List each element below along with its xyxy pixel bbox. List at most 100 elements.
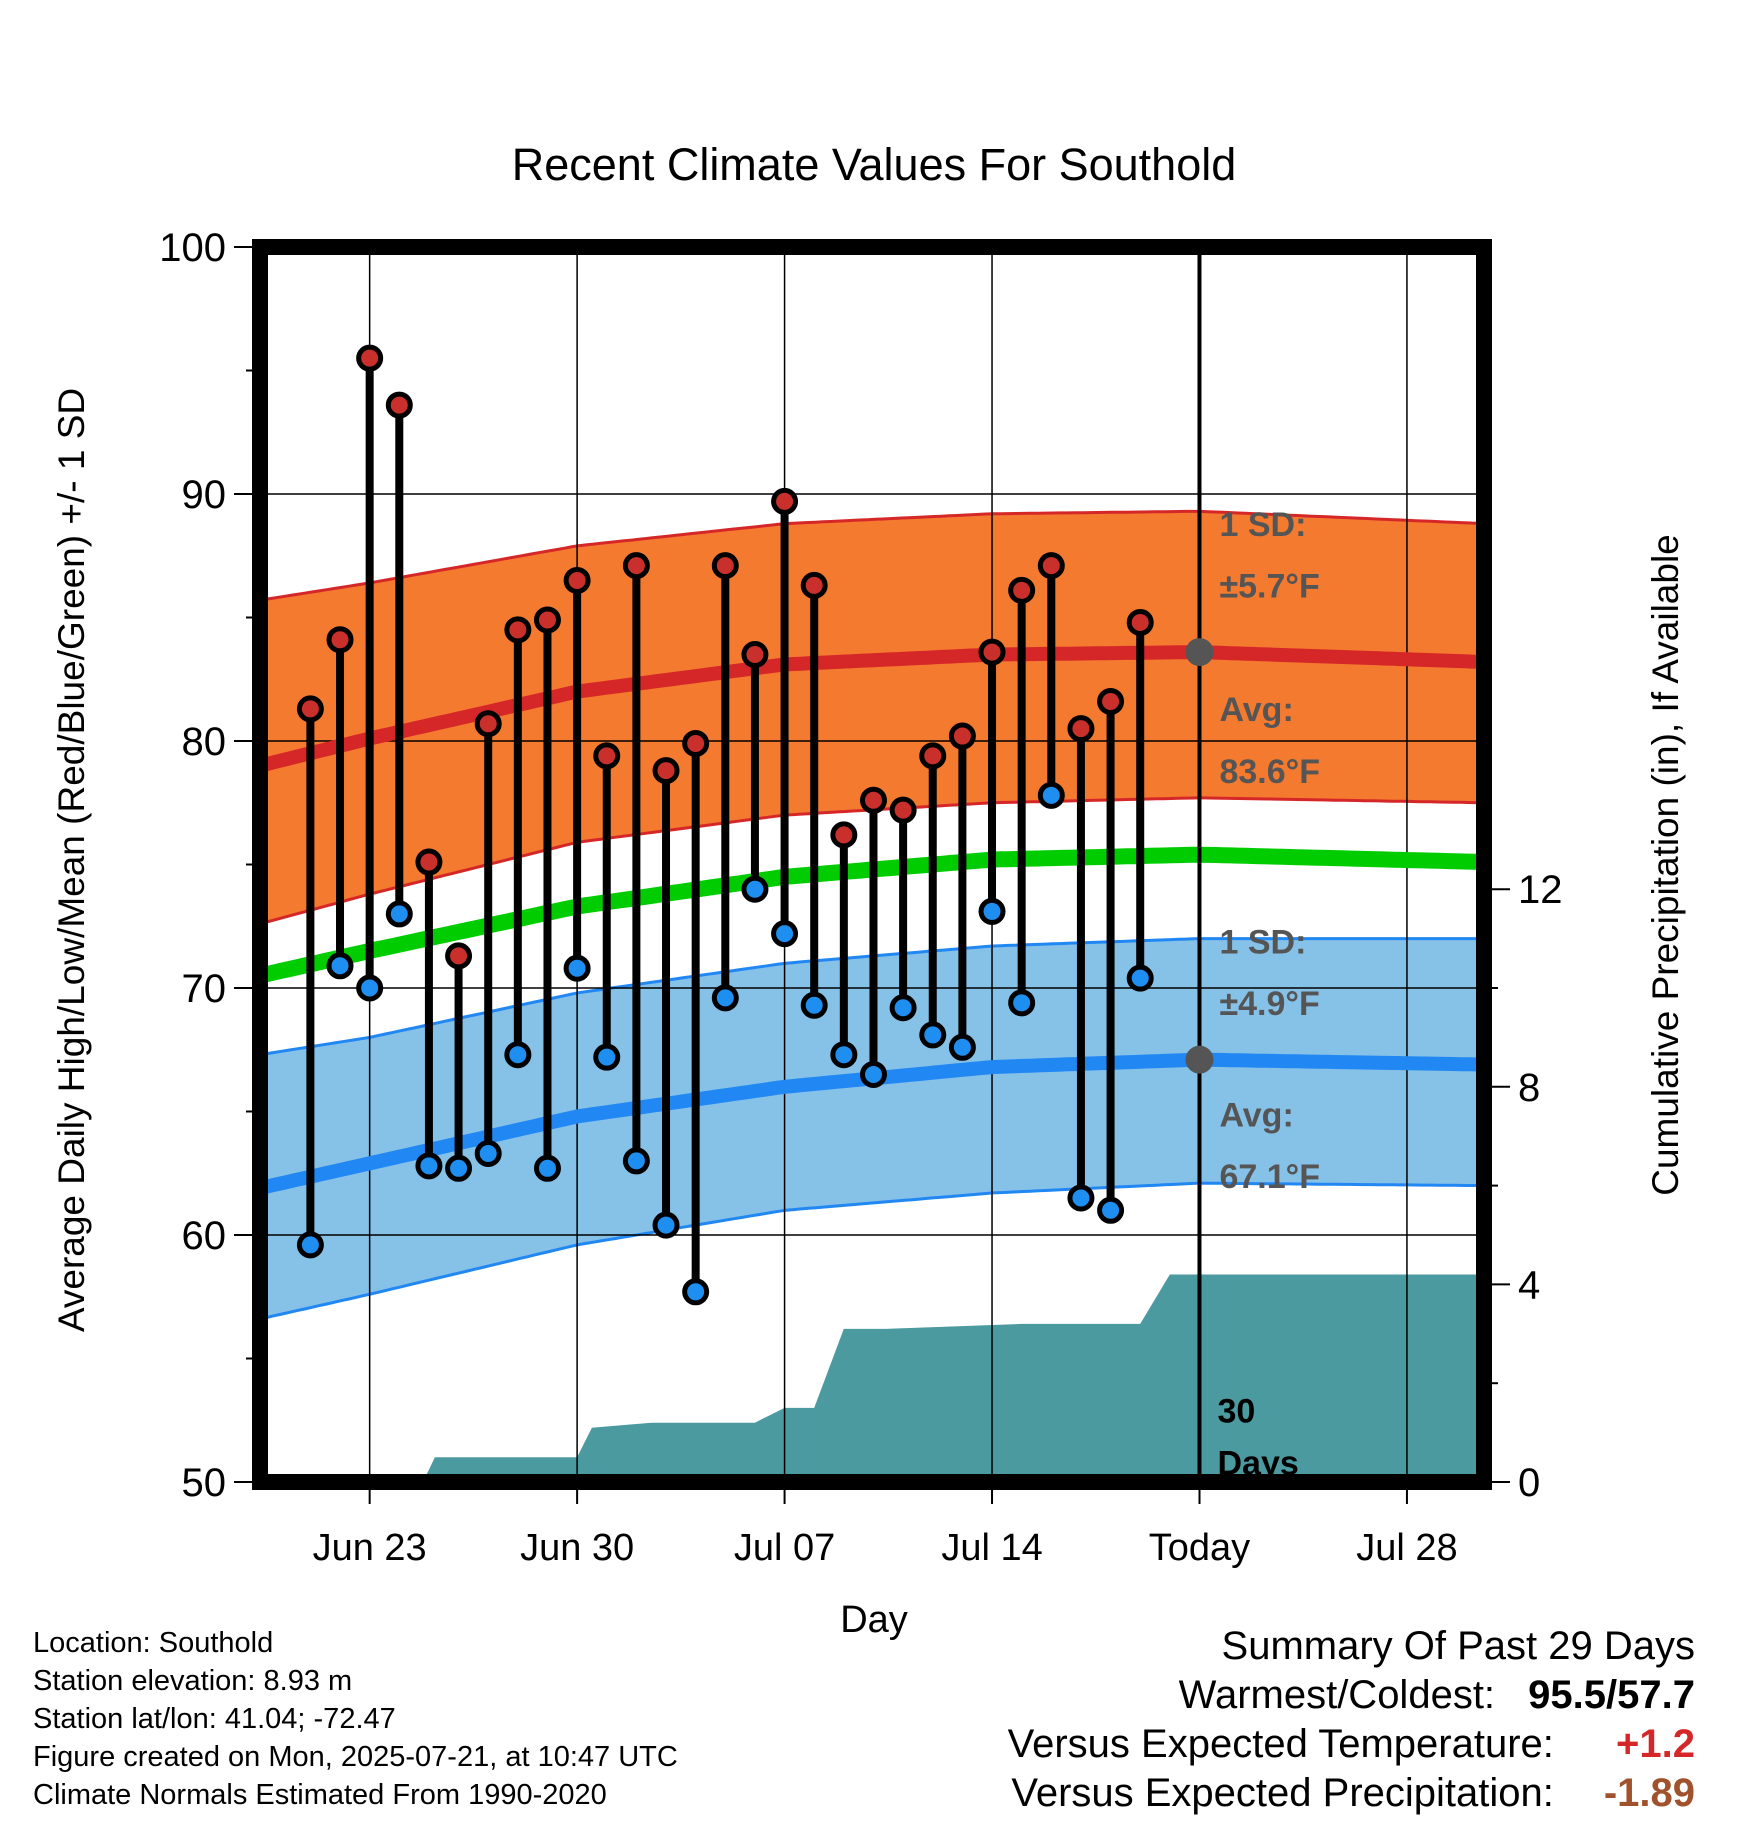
today-window-label: 30 [1217, 1393, 1255, 1431]
warm-cold-label: Warmest/Coldest: [1178, 1673, 1496, 1717]
location-text: Location: Southold [33, 1627, 274, 1659]
daily-high-point [296, 695, 324, 723]
warm-cold-row: Warmest/Coldest: 95.5/57.7 [1008, 1671, 1695, 1720]
daily-low-point [415, 1152, 443, 1180]
daily-high-point [800, 571, 828, 599]
daily-low-point [1008, 989, 1036, 1017]
temp-label: Versus Expected Temperature: [1007, 1722, 1554, 1766]
y2-axis-label: Cumulative Precipitation (in), If Availa… [1645, 534, 1686, 1196]
x-tick-label: Jul 28 [1356, 1527, 1457, 1569]
daily-high-point [326, 626, 354, 654]
daily-low-point [326, 952, 354, 980]
y2-tick-label: 0 [1518, 1461, 1540, 1505]
y-tick-label: 80 [182, 720, 227, 764]
daily-high-point [948, 722, 976, 750]
high-avg-value: 83.6°F [1219, 753, 1320, 791]
daily-high-point [978, 638, 1006, 666]
low-avg-value: 67.1°F [1219, 1158, 1320, 1196]
y-tick-label: 70 [182, 967, 227, 1011]
y-tick-label: 90 [182, 473, 227, 517]
low-sd-label: 1 SD: [1219, 923, 1306, 961]
precipitation-area [260, 1274, 1484, 1482]
precip-label: Versus Expected Precipitation: [1011, 1771, 1554, 1815]
y2-tick-label: 8 [1518, 1066, 1540, 1110]
daily-low-point [1097, 1196, 1125, 1224]
daily-high-point [830, 821, 858, 849]
station-info: Location: Southold Station elevation: 8.… [33, 1624, 678, 1814]
daily-high-point [919, 742, 947, 770]
daily-high-point [474, 710, 502, 738]
normal-high-line [258, 645, 1483, 773]
today-high-marker [1185, 638, 1214, 667]
daily-high-point [445, 942, 473, 970]
daily-high-point [1067, 715, 1095, 743]
daily-low-point [533, 1154, 561, 1182]
daily-high-point [533, 606, 561, 634]
x-tick-label: Jul 14 [941, 1527, 1042, 1569]
normal-high-upper-edge [259, 509, 1483, 602]
normals-text: Climate Normals Estimated From 1990-2020 [33, 1779, 607, 1811]
x-axis-label: Day [840, 1599, 908, 1641]
daily-low-point [445, 1154, 473, 1182]
temp-row: Versus Expected Temperature: +1.2 [1008, 1720, 1695, 1769]
y2-tick-label: 12 [1518, 868, 1563, 912]
daily-low-point [978, 897, 1006, 925]
daily-low-point [859, 1060, 887, 1088]
elevation-text: Station elevation: 8.93 m [33, 1665, 353, 1697]
daily-high-point [859, 786, 887, 814]
normal-low-band [260, 938, 1483, 1319]
daily-high-point [504, 616, 532, 644]
daily-high-point [771, 487, 799, 515]
precip-value: -1.89 [1603, 1771, 1695, 1815]
daily-low-point [711, 984, 739, 1012]
y-tick-label: 100 [159, 226, 226, 270]
temp-value: +1.2 [1616, 1722, 1695, 1766]
daily-low-point [771, 920, 799, 948]
warm-cold-value: 95.5/57.7 [1528, 1673, 1695, 1717]
daily-low-point [1037, 781, 1065, 809]
daily-low-point [741, 875, 769, 903]
daily-low-point [830, 1041, 858, 1069]
daily-low-point [948, 1033, 976, 1061]
x-tick-label: Jun 30 [520, 1527, 634, 1569]
today-low-marker [1185, 1045, 1214, 1074]
created-text: Figure created on Mon, 2025-07-21, at 10… [33, 1741, 678, 1773]
daily-high-point [385, 391, 413, 419]
normal-low-lower-edge [259, 1181, 1483, 1321]
daily-low-point [622, 1147, 650, 1175]
daily-high-point [593, 742, 621, 770]
high-sd-value: ±5.7°F [1219, 568, 1319, 606]
x-tick-label: Jul 07 [734, 1527, 835, 1569]
summary-panel: Summary Of Past 29 Days Warmest/Coldest:… [1008, 1622, 1695, 1818]
chart-title: Recent Climate Values For Southold [512, 139, 1237, 190]
daily-high-point [415, 848, 443, 876]
daily-low-point [474, 1139, 502, 1167]
y2-tick-label: 4 [1518, 1263, 1540, 1307]
daily-low-point [682, 1278, 710, 1306]
daily-high-point [652, 757, 680, 785]
daily-high-point [1008, 576, 1036, 604]
high-sd-label: 1 SD: [1219, 506, 1306, 544]
daily-low-point [919, 1021, 947, 1049]
latlon-text: Station lat/lon: 41.04; -72.47 [33, 1703, 396, 1735]
daily-low-point [385, 900, 413, 928]
daily-low-point [652, 1211, 680, 1239]
y-axis-label: Average Daily High/Low/Mean (Red/Blue/Gr… [51, 388, 92, 1332]
daily-high-point [1126, 608, 1154, 636]
daily-high-point [741, 641, 769, 669]
daily-high-point [711, 552, 739, 580]
daily-high-point [1037, 552, 1065, 580]
daily-low-point [1126, 964, 1154, 992]
x-tick-label: Jun 23 [313, 1527, 427, 1569]
y-tick-label: 60 [182, 1214, 227, 1258]
daily-low-point [356, 974, 384, 1002]
daily-low-point [800, 991, 828, 1019]
daily-low-point [889, 994, 917, 1022]
high-avg-label: Avg: [1219, 691, 1293, 729]
daily-high-point [356, 344, 384, 372]
daily-high-point [1097, 687, 1125, 715]
daily-low-point [296, 1231, 324, 1259]
daily-high-point [682, 729, 710, 757]
low-avg-label: Avg: [1219, 1096, 1293, 1134]
